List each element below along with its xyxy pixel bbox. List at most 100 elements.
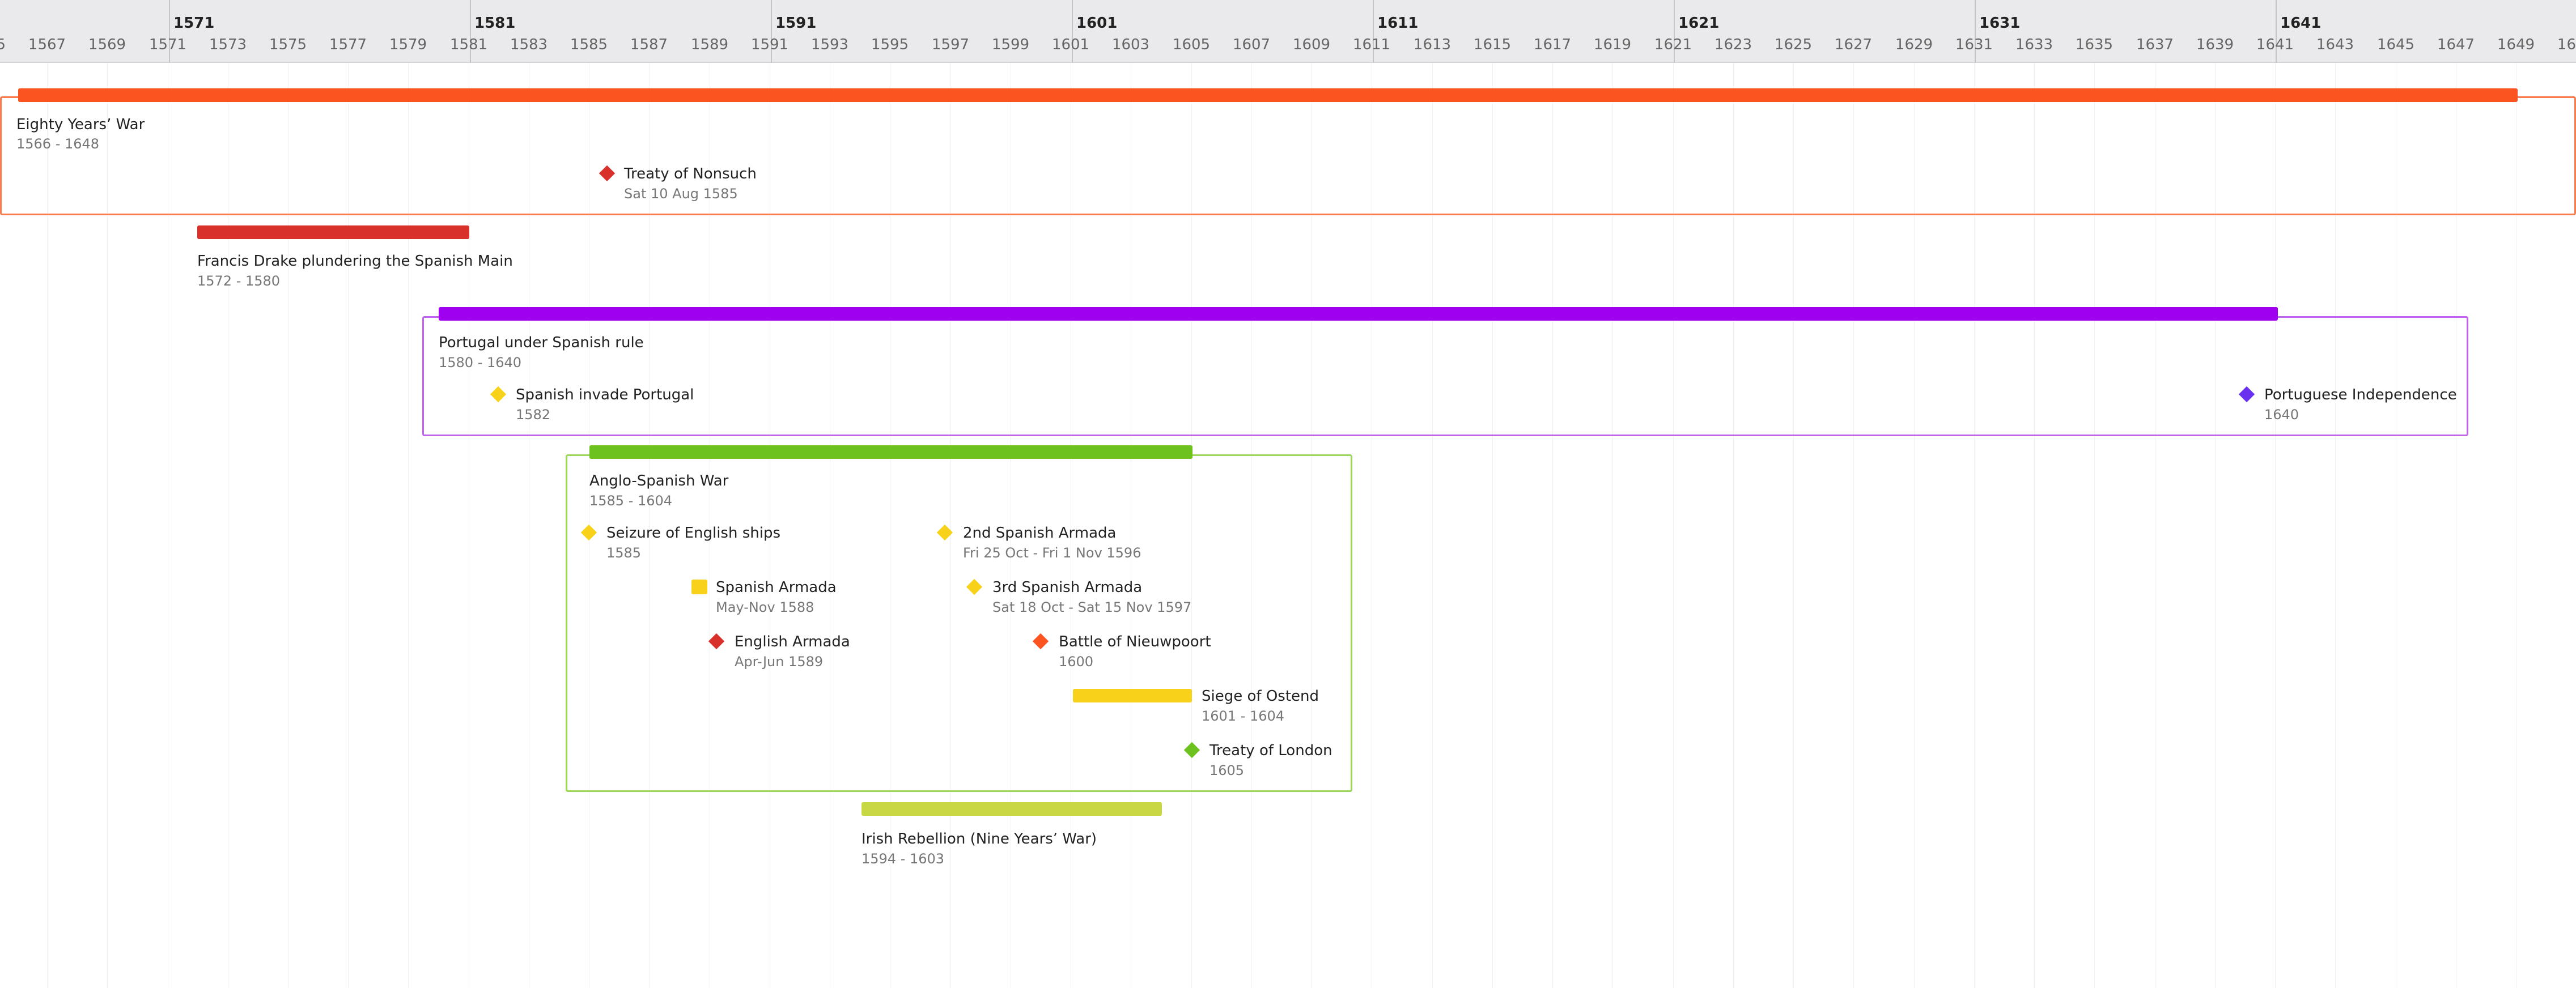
decade-label: 1621	[1678, 15, 1720, 32]
year-label: 1603	[1111, 36, 1150, 53]
year-label: 1621	[1654, 36, 1692, 53]
event-title-francis-drake: Francis Drake plundering the Spanish Mai…	[197, 253, 513, 270]
event-dates-eighty-years-war: 1566 - 1648	[16, 136, 100, 152]
year-label: 1645	[2376, 36, 2415, 53]
year-label: 1599	[991, 36, 1030, 53]
year-label: 1565	[0, 36, 6, 53]
event-title-seizure-english-ships: Seizure of English ships	[606, 525, 780, 542]
year-label: 1587	[630, 36, 668, 53]
year-label: 1613	[1413, 36, 1452, 53]
decade-label: 1601	[1076, 15, 1118, 32]
year-label: 1637	[2136, 36, 2174, 53]
year-label: 1651	[2557, 36, 2576, 53]
grid-line	[1914, 62, 1915, 988]
year-label: 1601	[1051, 36, 1090, 53]
event-dates-siege-of-ostend: 1601 - 1604	[1202, 708, 1285, 724]
year-label: 1643	[2316, 36, 2354, 53]
year-label: 1589	[690, 36, 729, 53]
event-dates-spanish-armada: May-Nov 1588	[716, 599, 814, 615]
event-bar-siege-of-ostend[interactable]	[1073, 689, 1192, 702]
grid-line	[47, 62, 48, 988]
grid-line	[1673, 62, 1674, 988]
grid-line	[1552, 62, 1553, 988]
grid-line	[649, 62, 650, 988]
event-dates-treaty-of-nonsuch: Sat 10 Aug 1585	[624, 186, 738, 202]
event-title-treaty-of-nonsuch: Treaty of Nonsuch	[624, 165, 757, 182]
year-label: 1573	[209, 36, 247, 53]
event-title-3rd-spanish-armada: 3rd Spanish Armada	[992, 579, 1143, 596]
year-label: 1625	[1774, 36, 1813, 53]
year-label: 1639	[2196, 36, 2234, 53]
grid-line	[1853, 62, 1854, 988]
year-label: 1605	[1172, 36, 1211, 53]
event-dates-portugal-spanish-rule: 1580 - 1640	[439, 355, 522, 370]
year-label: 1627	[1834, 36, 1873, 53]
grid-line	[2215, 62, 2216, 988]
event-title-2nd-spanish-armada: 2nd Spanish Armada	[963, 525, 1117, 542]
event-dates-seizure-english-ships: 1585	[606, 545, 642, 561]
event-bar-anglo-spanish-war[interactable]	[589, 445, 1192, 459]
event-title-anglo-spanish-war: Anglo-Spanish War	[589, 472, 729, 489]
grid-line	[950, 62, 951, 988]
event-bar-eighty-years-war[interactable]	[18, 88, 2518, 102]
event-bar-irish-rebellion[interactable]	[862, 802, 1162, 816]
year-label: 1617	[1533, 36, 1572, 53]
year-label: 1567	[28, 36, 66, 53]
year-label: 1609	[1292, 36, 1331, 53]
year-label: 1571	[148, 36, 187, 53]
year-label: 1633	[2015, 36, 2053, 53]
decade-label: 1611	[1377, 15, 1419, 32]
event-dates-irish-rebellion: 1594 - 1603	[862, 851, 945, 867]
year-label: 1641	[2256, 36, 2294, 53]
event-title-portugal-spanish-rule: Portugal under Spanish rule	[439, 334, 644, 351]
year-label: 1647	[2437, 36, 2475, 53]
year-label: 1619	[1593, 36, 1632, 53]
event-marker-spanish-armada[interactable]	[691, 580, 707, 594]
grid-line	[1251, 62, 1252, 988]
grid-line	[408, 62, 409, 988]
timeline-axis: 1571 1581 1591 1601 1611 1621 1631 1641 …	[0, 0, 2576, 63]
year-label: 1611	[1352, 36, 1391, 53]
decade-label: 1581	[474, 15, 516, 32]
group-eighty-years-war	[0, 96, 2576, 215]
event-dates-3rd-spanish-armada: Sat 18 Oct - Sat 15 Nov 1597	[992, 599, 1192, 615]
year-label: 1595	[871, 36, 909, 53]
grid-line	[1492, 62, 1493, 988]
year-label: 1649	[2497, 36, 2535, 53]
event-title-treaty-of-london: Treaty of London	[1210, 742, 1332, 759]
year-label: 1581	[449, 36, 488, 53]
event-bar-portugal-spanish-rule[interactable]	[439, 307, 2278, 321]
grid-line	[2335, 62, 2336, 988]
year-label: 1623	[1714, 36, 1752, 53]
grid-line	[348, 62, 349, 988]
decade-label: 1641	[2280, 15, 2322, 32]
grid-line	[2094, 62, 2095, 988]
year-label: 1569	[88, 36, 126, 53]
decade-tick	[169, 0, 170, 62]
decade-tick	[470, 0, 471, 62]
event-bar-francis-drake[interactable]	[197, 225, 469, 239]
event-title-english-armada: English Armada	[735, 633, 850, 650]
event-title-spanish-invade-portugal: Spanish invade Portugal	[516, 386, 694, 403]
event-dates-francis-drake: 1572 - 1580	[197, 273, 281, 289]
grid-line	[1612, 62, 1613, 988]
event-dates-2nd-spanish-armada: Fri 25 Oct - Fri 1 Nov 1596	[963, 545, 1141, 561]
event-title-battle-of-nieuwpoort: Battle of Nieuwpoort	[1059, 633, 1211, 650]
group-anglo-spanish-war	[566, 454, 1352, 792]
decade-label: 1571	[173, 15, 215, 32]
event-dates-treaty-of-london: 1605	[1210, 763, 1245, 778]
year-label: 1575	[269, 36, 307, 53]
year-label: 1585	[570, 36, 608, 53]
year-label: 1583	[510, 36, 548, 53]
event-dates-portuguese-independence: 1640	[2264, 407, 2299, 423]
decade-tick	[1373, 0, 1374, 62]
year-label: 1615	[1473, 36, 1512, 53]
decade-tick	[771, 0, 772, 62]
decade-label: 1591	[775, 15, 817, 32]
grid-line	[1733, 62, 1734, 988]
decade-tick	[2276, 0, 2277, 62]
decade-tick	[1674, 0, 1675, 62]
grid-line	[107, 62, 108, 988]
grid-line	[2275, 62, 2276, 988]
grid-line	[1432, 62, 1433, 988]
